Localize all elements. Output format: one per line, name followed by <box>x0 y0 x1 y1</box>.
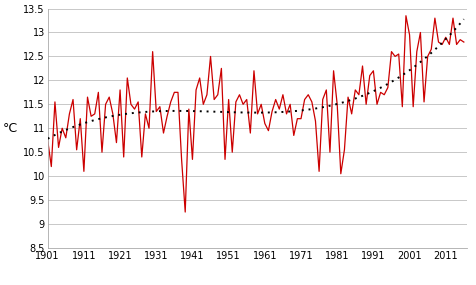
Y-axis label: °C: °C <box>2 122 18 135</box>
